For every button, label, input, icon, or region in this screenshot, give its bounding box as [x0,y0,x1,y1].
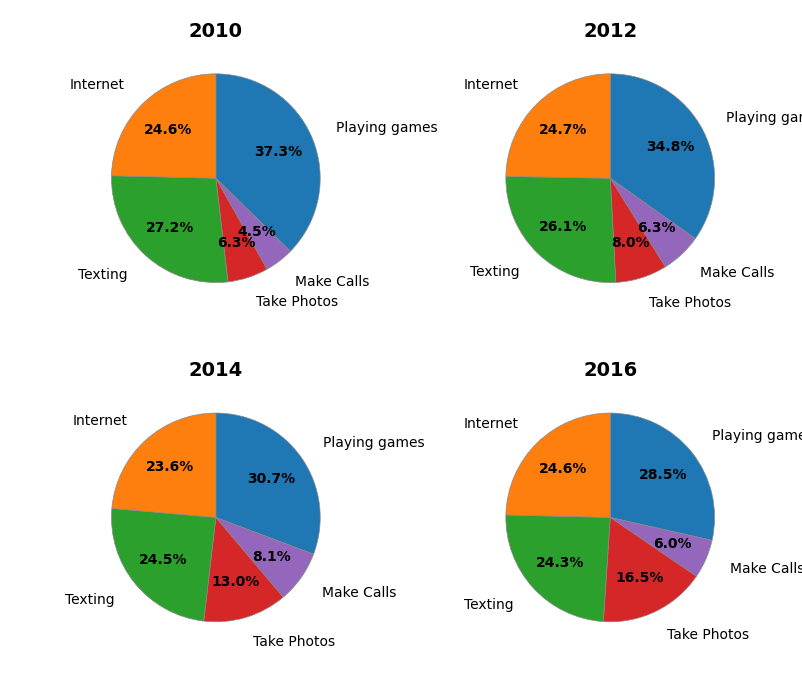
Text: 24.3%: 24.3% [536,557,585,570]
Text: 23.6%: 23.6% [146,460,194,475]
Text: 8.0%: 8.0% [611,236,650,250]
Text: 24.6%: 24.6% [144,123,192,136]
Text: 27.2%: 27.2% [146,222,194,235]
Text: Playing games: Playing games [726,111,802,125]
Text: Make Calls: Make Calls [295,275,370,288]
Wedge shape [216,178,267,282]
Text: Texting: Texting [65,593,115,607]
Wedge shape [610,178,666,282]
Text: 13.0%: 13.0% [211,576,260,589]
Wedge shape [111,74,216,178]
Wedge shape [506,74,610,178]
Wedge shape [216,518,314,597]
Text: Take Photos: Take Photos [253,636,335,649]
Text: 24.5%: 24.5% [139,553,188,567]
Wedge shape [506,515,610,621]
Text: Internet: Internet [464,417,519,431]
Text: 24.7%: 24.7% [538,123,587,137]
Text: 16.5%: 16.5% [616,572,664,585]
Title: 2016: 2016 [583,361,638,380]
Text: Texting: Texting [464,599,514,612]
Text: Take Photos: Take Photos [256,295,338,309]
Wedge shape [111,508,216,621]
Text: Make Calls: Make Calls [699,266,774,280]
Text: Internet: Internet [464,78,519,92]
Wedge shape [610,74,715,239]
Title: 2010: 2010 [188,22,243,41]
Text: 24.6%: 24.6% [539,462,587,476]
Wedge shape [216,413,320,554]
Text: 4.5%: 4.5% [237,225,277,239]
Text: Internet: Internet [70,78,124,92]
Text: 6.3%: 6.3% [217,236,256,250]
Text: Make Calls: Make Calls [322,586,397,599]
Wedge shape [111,176,228,282]
Text: 37.3%: 37.3% [254,145,302,159]
Wedge shape [216,178,290,269]
Text: Playing games: Playing games [336,121,438,134]
Wedge shape [610,178,695,267]
Wedge shape [216,74,320,251]
Wedge shape [610,518,712,576]
Wedge shape [603,518,696,622]
Text: 34.8%: 34.8% [646,140,695,154]
Text: 8.1%: 8.1% [252,550,290,563]
Text: Make Calls: Make Calls [730,563,802,576]
Text: Texting: Texting [470,265,520,279]
Text: 30.7%: 30.7% [248,472,296,486]
Text: 6.3%: 6.3% [638,221,676,235]
Wedge shape [506,413,610,518]
Text: 26.1%: 26.1% [539,220,587,234]
Text: Internet: Internet [73,414,128,428]
Wedge shape [506,177,616,282]
Text: Take Photos: Take Photos [650,296,731,310]
Text: Playing games: Playing games [323,436,425,450]
Text: Playing games: Playing games [712,429,802,443]
Wedge shape [204,518,283,622]
Title: 2014: 2014 [188,361,243,380]
Text: 28.5%: 28.5% [639,468,687,482]
Wedge shape [610,413,715,540]
Wedge shape [111,413,216,518]
Text: Take Photos: Take Photos [667,627,749,642]
Text: Texting: Texting [79,267,128,282]
Text: 6.0%: 6.0% [653,537,691,552]
Title: 2012: 2012 [583,22,638,41]
